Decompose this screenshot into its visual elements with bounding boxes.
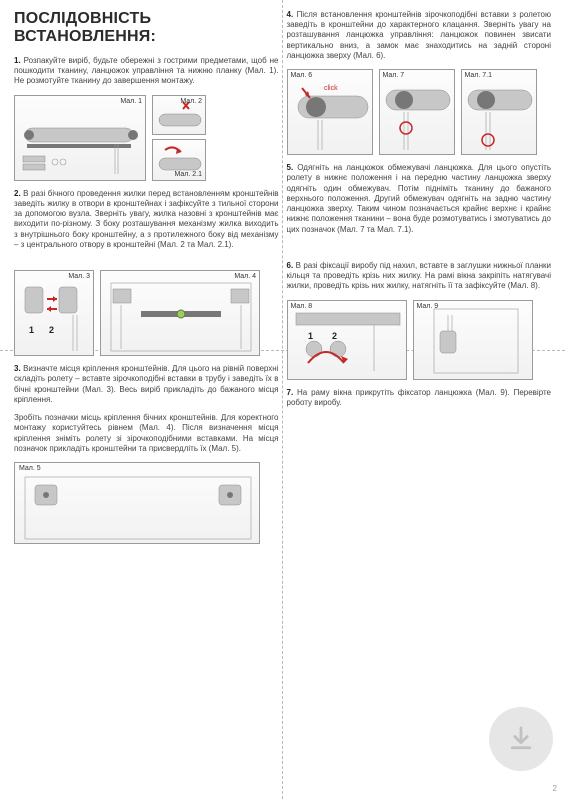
step-6-text: 6. В разі фіксації виробу під нахил, вст… bbox=[287, 261, 552, 292]
fig-3-label: Мал. 3 bbox=[68, 273, 90, 280]
right-column: 4. Після встановлення кронштейнів зірочк… bbox=[287, 10, 552, 789]
page-title: ПОСЛІДОВНІСТЬ ВСТАНОВЛЕННЯ: bbox=[14, 10, 279, 46]
step-3-text-2: Зробіть позначки місць кріплення бічних … bbox=[14, 413, 279, 454]
step-3-text-1: 3. Визначте місця кріплення кронштейнів.… bbox=[14, 364, 279, 405]
fig-6-label: Мал. 6 bbox=[291, 72, 313, 79]
fig-row-1: Мал. 1 Мал. 2 bbox=[14, 95, 279, 181]
fig-71-label: Мал. 7.1 bbox=[465, 72, 493, 79]
figure-8: Мал. 8 1 2 bbox=[287, 300, 407, 380]
fig-8-label: Мал. 8 bbox=[291, 303, 313, 310]
figure-9: Мал. 9 bbox=[413, 300, 533, 380]
fig-1-label: Мал. 1 bbox=[120, 98, 142, 105]
step-4-num: 4. bbox=[287, 10, 294, 19]
figure-3: Мал. 3 1 2 bbox=[14, 270, 94, 356]
fig-9-label: Мал. 9 bbox=[417, 303, 439, 310]
step-2-num: 2. bbox=[14, 189, 21, 198]
figure-2-1: Мал. 2.1 bbox=[152, 139, 206, 181]
step-5-text: 5. Одягніть на ланцюжок обмежувачі ланцю… bbox=[287, 163, 552, 235]
fig-5-label: Мал. 5 bbox=[19, 465, 41, 472]
step-4-body: Після встановлення кронштейнів зірочкопо… bbox=[287, 10, 552, 60]
fig-21-label: Мал. 2.1 bbox=[174, 171, 202, 178]
svg-text:1: 1 bbox=[308, 331, 313, 341]
fig-row-2: Мал. 3 1 2 Мал. 4 bbox=[14, 270, 279, 356]
step-1-num: 1. bbox=[14, 56, 21, 65]
left-column: ПОСЛІДОВНІСТЬ ВСТАНОВЛЕННЯ: 1. Розпакуйт… bbox=[14, 10, 279, 789]
step-6-num: 6. bbox=[287, 261, 294, 270]
step-4-text: 4. Після встановлення кронштейнів зірочк… bbox=[287, 10, 552, 61]
step-7-num: 7. bbox=[287, 388, 294, 397]
figure-2: Мал. 2 bbox=[152, 95, 206, 135]
figure-4: Мал. 4 bbox=[100, 270, 260, 356]
step-1-text: 1. Розпакуйте виріб, будьте обережні з г… bbox=[14, 56, 279, 87]
figure-7-1: Мал. 7.1 bbox=[461, 69, 537, 155]
fig-row-3: Мал. 5 bbox=[14, 462, 279, 544]
fig-row-5: Мал. 8 1 2 Мал. 9 bbox=[287, 300, 552, 380]
step-3-body-1: Визначте місця кріплення кронштейнів. Дл… bbox=[14, 364, 279, 404]
step-5-body: Одягніть на ланцюжок обмежувачі ланцюжка… bbox=[287, 163, 552, 233]
figure-1: Мал. 1 bbox=[14, 95, 146, 181]
svg-text:1: 1 bbox=[29, 325, 34, 335]
step-2-body: В разі бічного проведення жилки перед вс… bbox=[14, 189, 279, 249]
step-7-text: 7. На раму вікна прикрутіть фіксатор лан… bbox=[287, 388, 552, 408]
step-1-body: Розпакуйте виріб, будьте обережні з гост… bbox=[14, 56, 279, 85]
fig-row-4: Мал. 6 click Мал. 7 bbox=[287, 69, 552, 155]
fig-4-label: Мал. 4 bbox=[234, 273, 256, 280]
step-6-body: В разі фіксації виробу під нахил, вставт… bbox=[287, 261, 552, 290]
vertical-divider bbox=[282, 0, 283, 799]
fig-7-label: Мал. 7 bbox=[383, 72, 405, 79]
click-label: click bbox=[324, 85, 338, 92]
svg-text:2: 2 bbox=[49, 325, 54, 335]
figure-5: Мал. 5 bbox=[14, 462, 260, 544]
step-2-text: 2. В разі бічного проведення жилки перед… bbox=[14, 189, 279, 250]
figure-7: Мал. 7 bbox=[379, 69, 455, 155]
fig-2-label: Мал. 2 bbox=[180, 98, 202, 105]
watermark-icon bbox=[489, 707, 553, 771]
step-3-num: 3. bbox=[14, 364, 21, 373]
step-5-num: 5. bbox=[287, 163, 294, 172]
step-7-body: На раму вікна прикрутіть фіксатор ланцюж… bbox=[287, 388, 552, 407]
figure-6: Мал. 6 click bbox=[287, 69, 373, 155]
svg-text:2: 2 bbox=[332, 331, 337, 341]
page-number: 2 bbox=[553, 784, 557, 793]
